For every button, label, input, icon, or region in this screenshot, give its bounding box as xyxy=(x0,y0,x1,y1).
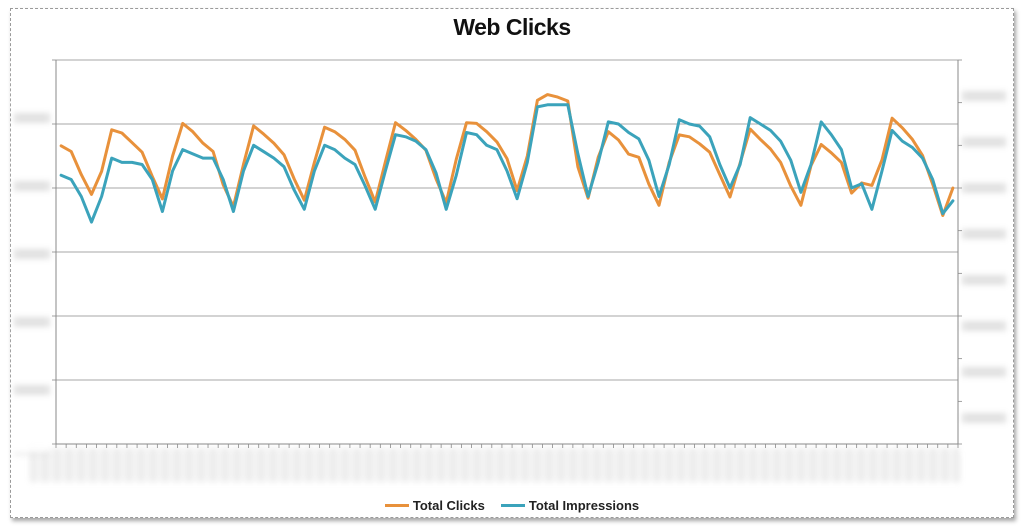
chart-title: Web Clicks xyxy=(453,14,571,40)
legend: Total Clicks Total Impressions xyxy=(0,498,1024,513)
y-axis-left-tick-labels-blurred xyxy=(14,55,50,455)
y-axis-right-tick-labels-blurred xyxy=(962,55,1006,455)
chart-frame xyxy=(10,8,1014,518)
gridlines xyxy=(56,59,958,381)
legend-swatch-clicks xyxy=(384,504,409,507)
series-line-total-impressions xyxy=(59,103,955,224)
legend-swatch-impressions xyxy=(500,504,525,507)
legend-item-clicks: Total Clicks xyxy=(384,498,485,513)
axes xyxy=(52,59,962,448)
legend-label-impressions: Total Impressions xyxy=(528,498,640,513)
series-lines xyxy=(59,93,955,224)
series-line-total-clicks xyxy=(59,93,955,217)
x-axis-tick-labels-blurred xyxy=(30,448,960,482)
legend-item-impressions: Total Impressions xyxy=(500,498,640,513)
legend-label-clicks: Total Clicks xyxy=(412,498,485,513)
